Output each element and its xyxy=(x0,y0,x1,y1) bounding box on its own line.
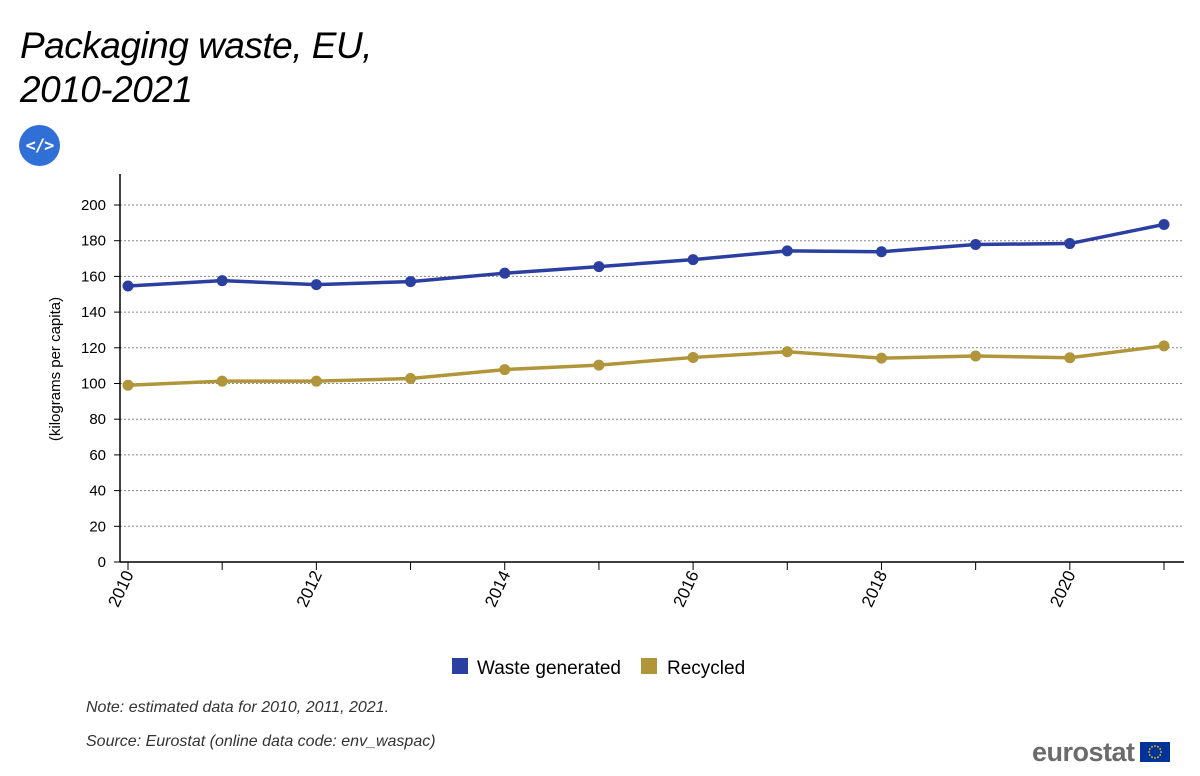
flag-star xyxy=(1153,745,1156,747)
series-1 xyxy=(122,340,1170,391)
series-line xyxy=(126,344,1166,388)
x-tick-label: 2020 xyxy=(1046,568,1079,610)
y-tick-label: 160 xyxy=(81,268,106,285)
legend-swatch xyxy=(452,658,468,674)
data-point xyxy=(122,379,134,391)
data-point xyxy=(970,238,982,250)
code-embed-icon: </> xyxy=(25,135,55,156)
grid-lines xyxy=(120,204,1184,527)
data-point xyxy=(875,352,887,364)
data-point xyxy=(593,261,605,273)
y-tick-label: 100 xyxy=(81,376,106,393)
flag-star xyxy=(1148,754,1151,756)
flag-star xyxy=(1156,745,1159,748)
data-point xyxy=(781,245,793,257)
y-tick-label: 60 xyxy=(89,447,106,464)
flag-star xyxy=(1158,748,1161,750)
x-tick-label: 2012 xyxy=(293,568,326,610)
flag-star xyxy=(1147,751,1150,753)
y-tick-label: 200 xyxy=(81,197,106,214)
data-point xyxy=(1064,352,1076,364)
data-point xyxy=(405,276,417,288)
series-line xyxy=(126,222,1166,288)
flag-star xyxy=(1148,748,1151,750)
chart-title: Packaging waste, EU, 2010-2021 xyxy=(20,25,372,110)
embed-code-button[interactable]: </> xyxy=(19,125,60,166)
data-point xyxy=(310,279,322,291)
x-tick-label: 2010 xyxy=(104,568,137,610)
y-tick-label: 20 xyxy=(89,518,106,535)
note-text: Note: estimated data for 2010, 2011, 202… xyxy=(86,699,390,716)
flag-star xyxy=(1153,757,1156,759)
data-point xyxy=(781,346,793,358)
y-tick-label: 0 xyxy=(98,554,106,571)
legend-swatch xyxy=(641,658,657,674)
data-point xyxy=(499,267,511,279)
data-point xyxy=(1064,238,1076,250)
data-point xyxy=(122,280,134,292)
series-group xyxy=(122,218,1170,391)
x-tick-label: 2016 xyxy=(670,568,703,610)
data-point xyxy=(875,246,887,258)
source-text: Source: Eurostat (online data code: env_… xyxy=(86,733,436,750)
data-point xyxy=(1158,340,1170,352)
data-point xyxy=(970,350,982,362)
y-tick-label: 120 xyxy=(81,340,106,357)
data-point xyxy=(593,359,605,371)
legend-label: Recycled xyxy=(667,658,745,679)
data-point xyxy=(499,364,511,376)
flag-star xyxy=(1150,756,1153,759)
series-0 xyxy=(122,218,1170,292)
data-point xyxy=(687,351,699,363)
flag-star xyxy=(1150,745,1153,748)
data-point xyxy=(310,375,322,387)
data-point xyxy=(216,375,228,387)
data-point xyxy=(216,275,228,287)
legend-label: Waste generated xyxy=(477,658,621,679)
y-tick-label: 140 xyxy=(81,304,106,321)
y-tick-label: 180 xyxy=(81,233,106,250)
data-point xyxy=(1158,218,1170,230)
legend: Waste generated Recycled xyxy=(452,658,745,679)
data-point xyxy=(405,373,417,385)
y-tick-label: 40 xyxy=(89,483,106,500)
y-tick-label: 80 xyxy=(89,411,106,428)
x-tick-label: 2018 xyxy=(858,568,891,610)
x-axis: 2010 2012 2014 2016 2018 2020 xyxy=(104,561,1184,610)
eu-flag-icon xyxy=(1139,742,1170,762)
y-axis-label: (kilograms per capita) xyxy=(47,297,64,441)
y-axis: 0 20 40 60 80 100 120 140 160 180 200 xyxy=(81,174,121,571)
eurostat-logo: eurostat xyxy=(1032,738,1170,766)
x-tick-label: 2014 xyxy=(481,568,514,610)
flag-star xyxy=(1156,756,1159,759)
data-point xyxy=(687,254,699,266)
flag-star xyxy=(1159,751,1162,753)
brand-name: eurostat xyxy=(1032,737,1135,767)
line-chart: 0 20 40 60 80 100 120 140 160 180 200 2010 2012 2014… xyxy=(47,174,1184,679)
flag-star xyxy=(1158,754,1161,756)
